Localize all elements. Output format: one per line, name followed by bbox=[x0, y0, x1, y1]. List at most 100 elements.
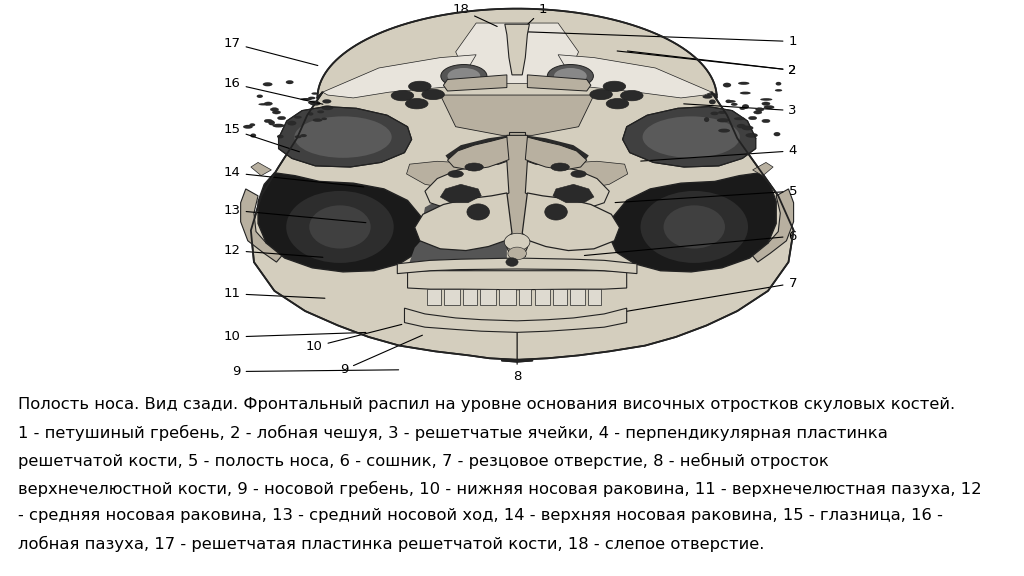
Text: 11: 11 bbox=[223, 287, 325, 300]
Ellipse shape bbox=[702, 95, 713, 98]
Polygon shape bbox=[499, 289, 516, 305]
Polygon shape bbox=[407, 161, 468, 189]
Ellipse shape bbox=[268, 120, 274, 126]
Text: 1: 1 bbox=[526, 3, 547, 26]
Ellipse shape bbox=[322, 105, 334, 110]
Polygon shape bbox=[522, 193, 620, 251]
Text: 17: 17 bbox=[223, 37, 317, 66]
Text: 10: 10 bbox=[224, 331, 366, 343]
Ellipse shape bbox=[276, 135, 284, 138]
Polygon shape bbox=[535, 289, 550, 305]
Polygon shape bbox=[408, 271, 627, 290]
Ellipse shape bbox=[741, 126, 754, 130]
Ellipse shape bbox=[264, 119, 272, 123]
Polygon shape bbox=[279, 107, 412, 167]
Polygon shape bbox=[258, 173, 425, 272]
Polygon shape bbox=[423, 162, 507, 226]
Ellipse shape bbox=[300, 98, 312, 101]
Polygon shape bbox=[415, 193, 512, 251]
Ellipse shape bbox=[287, 120, 296, 126]
Ellipse shape bbox=[664, 206, 725, 249]
Ellipse shape bbox=[548, 65, 594, 88]
Ellipse shape bbox=[762, 119, 770, 123]
Ellipse shape bbox=[711, 112, 719, 115]
Text: 7: 7 bbox=[597, 277, 797, 316]
Ellipse shape bbox=[440, 65, 487, 88]
Polygon shape bbox=[445, 135, 509, 173]
Polygon shape bbox=[443, 75, 507, 91]
Ellipse shape bbox=[308, 112, 313, 116]
Ellipse shape bbox=[775, 89, 782, 92]
Ellipse shape bbox=[718, 111, 726, 114]
Polygon shape bbox=[323, 55, 476, 98]
Ellipse shape bbox=[506, 258, 518, 266]
Ellipse shape bbox=[323, 99, 332, 104]
Ellipse shape bbox=[773, 132, 780, 137]
Polygon shape bbox=[397, 258, 637, 274]
Ellipse shape bbox=[508, 247, 526, 260]
Polygon shape bbox=[440, 184, 481, 203]
Ellipse shape bbox=[263, 82, 272, 86]
Polygon shape bbox=[566, 161, 628, 189]
Text: 13: 13 bbox=[223, 204, 366, 223]
Ellipse shape bbox=[736, 124, 745, 128]
Polygon shape bbox=[241, 189, 285, 262]
Ellipse shape bbox=[447, 68, 480, 84]
Ellipse shape bbox=[465, 163, 483, 171]
Text: 2: 2 bbox=[628, 51, 797, 77]
Text: 12: 12 bbox=[223, 244, 323, 257]
Ellipse shape bbox=[250, 123, 255, 126]
Ellipse shape bbox=[718, 128, 730, 132]
Polygon shape bbox=[525, 137, 587, 170]
Ellipse shape bbox=[264, 102, 272, 105]
Ellipse shape bbox=[295, 135, 302, 138]
Ellipse shape bbox=[775, 82, 781, 86]
Polygon shape bbox=[251, 9, 794, 362]
Polygon shape bbox=[463, 289, 477, 305]
Text: лобная пазуха, 17 - решетчатая пластинка решетчатой кости, 18 - слепое отверстие: лобная пазуха, 17 - решетчатая пластинка… bbox=[18, 536, 765, 552]
Text: 9: 9 bbox=[232, 365, 398, 378]
Ellipse shape bbox=[300, 134, 307, 137]
Ellipse shape bbox=[272, 111, 281, 114]
Ellipse shape bbox=[449, 170, 463, 177]
Ellipse shape bbox=[309, 101, 321, 105]
Ellipse shape bbox=[312, 119, 323, 122]
Polygon shape bbox=[480, 289, 496, 305]
Ellipse shape bbox=[554, 68, 587, 84]
Ellipse shape bbox=[723, 83, 731, 88]
Ellipse shape bbox=[294, 116, 302, 119]
Ellipse shape bbox=[764, 105, 774, 109]
Ellipse shape bbox=[278, 116, 286, 120]
Polygon shape bbox=[558, 55, 712, 98]
Text: 1: 1 bbox=[525, 32, 797, 48]
Ellipse shape bbox=[287, 191, 393, 263]
Text: 8: 8 bbox=[513, 324, 521, 383]
Ellipse shape bbox=[322, 118, 327, 120]
Text: 6: 6 bbox=[585, 230, 797, 256]
Ellipse shape bbox=[739, 107, 745, 110]
Ellipse shape bbox=[726, 100, 736, 103]
Polygon shape bbox=[251, 162, 271, 176]
Ellipse shape bbox=[308, 97, 315, 100]
Ellipse shape bbox=[709, 100, 716, 104]
Polygon shape bbox=[527, 75, 591, 91]
Ellipse shape bbox=[504, 233, 530, 251]
Ellipse shape bbox=[762, 102, 770, 105]
Ellipse shape bbox=[739, 92, 751, 94]
Ellipse shape bbox=[621, 90, 643, 101]
Polygon shape bbox=[444, 289, 460, 305]
Polygon shape bbox=[519, 289, 531, 305]
Ellipse shape bbox=[643, 116, 739, 158]
Polygon shape bbox=[509, 132, 525, 256]
Ellipse shape bbox=[272, 124, 285, 127]
Polygon shape bbox=[410, 194, 507, 272]
Polygon shape bbox=[427, 289, 441, 305]
Text: 4: 4 bbox=[641, 145, 797, 161]
Ellipse shape bbox=[286, 80, 294, 84]
Ellipse shape bbox=[391, 90, 414, 101]
Ellipse shape bbox=[749, 116, 757, 120]
Polygon shape bbox=[525, 135, 589, 173]
Ellipse shape bbox=[409, 81, 431, 92]
Text: 15: 15 bbox=[223, 123, 299, 151]
Polygon shape bbox=[456, 23, 579, 84]
